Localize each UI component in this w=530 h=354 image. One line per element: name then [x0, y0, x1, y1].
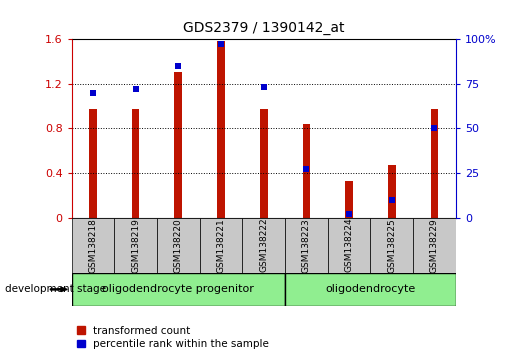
Text: GSM138221: GSM138221	[216, 218, 225, 273]
Text: oligodendrocyte: oligodendrocyte	[325, 284, 416, 295]
Bar	[174, 73, 182, 218]
Point	[302, 167, 311, 172]
Bar	[217, 41, 225, 218]
Bar	[430, 109, 438, 218]
Text: GSM138224: GSM138224	[344, 218, 354, 273]
Bar	[89, 109, 97, 218]
Text: development stage: development stage	[5, 284, 107, 295]
Text: GSM138222: GSM138222	[259, 218, 268, 273]
Bar	[72, 273, 285, 306]
Bar	[345, 181, 353, 218]
Text: GSM138218: GSM138218	[89, 218, 98, 273]
Bar	[285, 273, 456, 306]
Bar	[114, 218, 157, 273]
Text: GSM138220: GSM138220	[174, 218, 183, 273]
Bar	[328, 218, 370, 273]
Bar	[413, 218, 456, 273]
Text: GSM138223: GSM138223	[302, 218, 311, 273]
Text: oligodendrocyte progenitor: oligodendrocyte progenitor	[102, 284, 254, 295]
Bar	[303, 124, 310, 218]
Bar	[285, 218, 328, 273]
Bar	[242, 218, 285, 273]
Bar	[388, 165, 395, 218]
Point	[345, 211, 354, 217]
Text: GSM138225: GSM138225	[387, 218, 396, 273]
Point	[89, 90, 97, 96]
Point	[131, 86, 140, 92]
Point	[217, 41, 225, 47]
Bar	[260, 109, 268, 218]
Bar	[157, 218, 200, 273]
Point	[430, 126, 439, 131]
Bar	[370, 218, 413, 273]
Point	[387, 197, 396, 202]
Bar	[72, 218, 114, 273]
Title: GDS2379 / 1390142_at: GDS2379 / 1390142_at	[183, 21, 344, 35]
Bar	[132, 109, 139, 218]
Point	[174, 63, 182, 69]
Bar	[200, 218, 242, 273]
Text: GSM138229: GSM138229	[430, 218, 439, 273]
Legend: transformed count, percentile rank within the sample: transformed count, percentile rank withi…	[77, 326, 269, 349]
Point	[260, 84, 268, 90]
Text: GSM138219: GSM138219	[131, 218, 140, 273]
